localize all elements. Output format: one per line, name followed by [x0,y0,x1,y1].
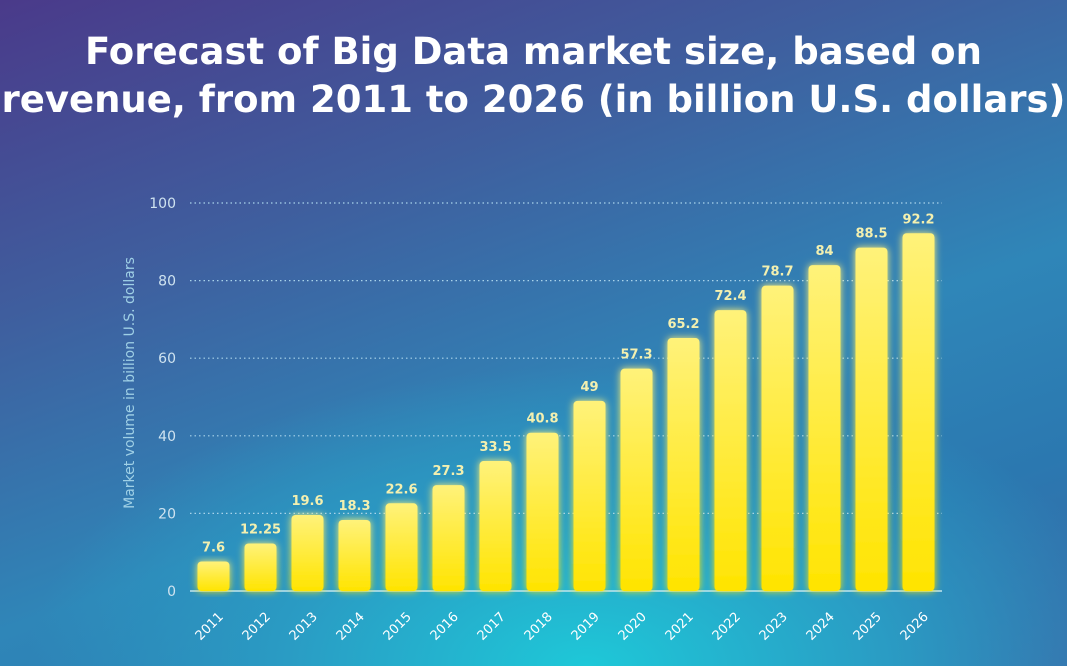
x-tick-label: 2022 [710,610,744,644]
x-tick-label: 2021 [663,610,697,644]
y-tick-label: 0 [167,584,176,600]
x-tick-label: 2024 [804,610,838,644]
data-label: 65.2 [667,317,699,332]
y-tick-label: 100 [149,196,176,212]
bar [808,265,841,591]
bar [573,400,606,591]
x-tick-label: 2026 [898,610,932,644]
data-label: 40.8 [526,412,558,427]
bar [432,485,465,591]
x-tick-label: 2011 [193,610,227,644]
y-tick-label: 60 [158,351,176,367]
bar [244,543,277,591]
data-label: 84 [815,244,833,259]
bar [714,310,747,591]
data-label: 72.4 [714,289,746,304]
data-label: 33.5 [479,440,511,455]
bar [479,461,512,591]
x-tick-label: 2014 [334,610,368,644]
data-label: 7.6 [202,541,225,556]
bar [620,368,653,591]
bar [338,519,371,591]
data-label: 92.2 [902,212,934,227]
bar [902,233,935,591]
y-axis-label: Market volume in billion U.S. dollars [122,257,138,509]
x-tick-label: 2025 [851,610,885,644]
bar [385,503,418,591]
data-label: 27.3 [432,464,464,479]
bar [667,338,700,591]
x-tick-label: 2016 [428,610,462,644]
y-tick-label: 40 [158,429,176,445]
data-label: 22.6 [385,482,417,497]
bar [291,514,324,591]
x-tick-label: 2013 [287,610,321,644]
data-label: 12.25 [240,522,281,537]
x-tick-label: 2020 [616,610,650,644]
x-tick-label: 2015 [381,610,415,644]
bar [855,247,888,591]
y-tick-label: 80 [158,274,176,290]
data-label: 57.3 [620,348,652,363]
data-label: 18.3 [338,499,370,514]
x-tick-label: 2012 [240,610,274,644]
data-label: 19.6 [291,494,323,509]
x-tick-label: 2023 [757,610,791,644]
y-tick-label: 20 [158,506,176,522]
bar [526,432,559,591]
x-tick-label: 2019 [569,610,603,644]
data-label: 88.5 [855,227,887,242]
bar [197,561,230,591]
chart-title: Forecast of Big Data market size, based … [1,30,1066,121]
bar [761,285,794,591]
x-tick-label: 2018 [522,610,556,644]
data-label: 49 [580,380,598,395]
data-label: 78.7 [761,265,793,280]
x-tick-label: 2017 [475,610,509,644]
